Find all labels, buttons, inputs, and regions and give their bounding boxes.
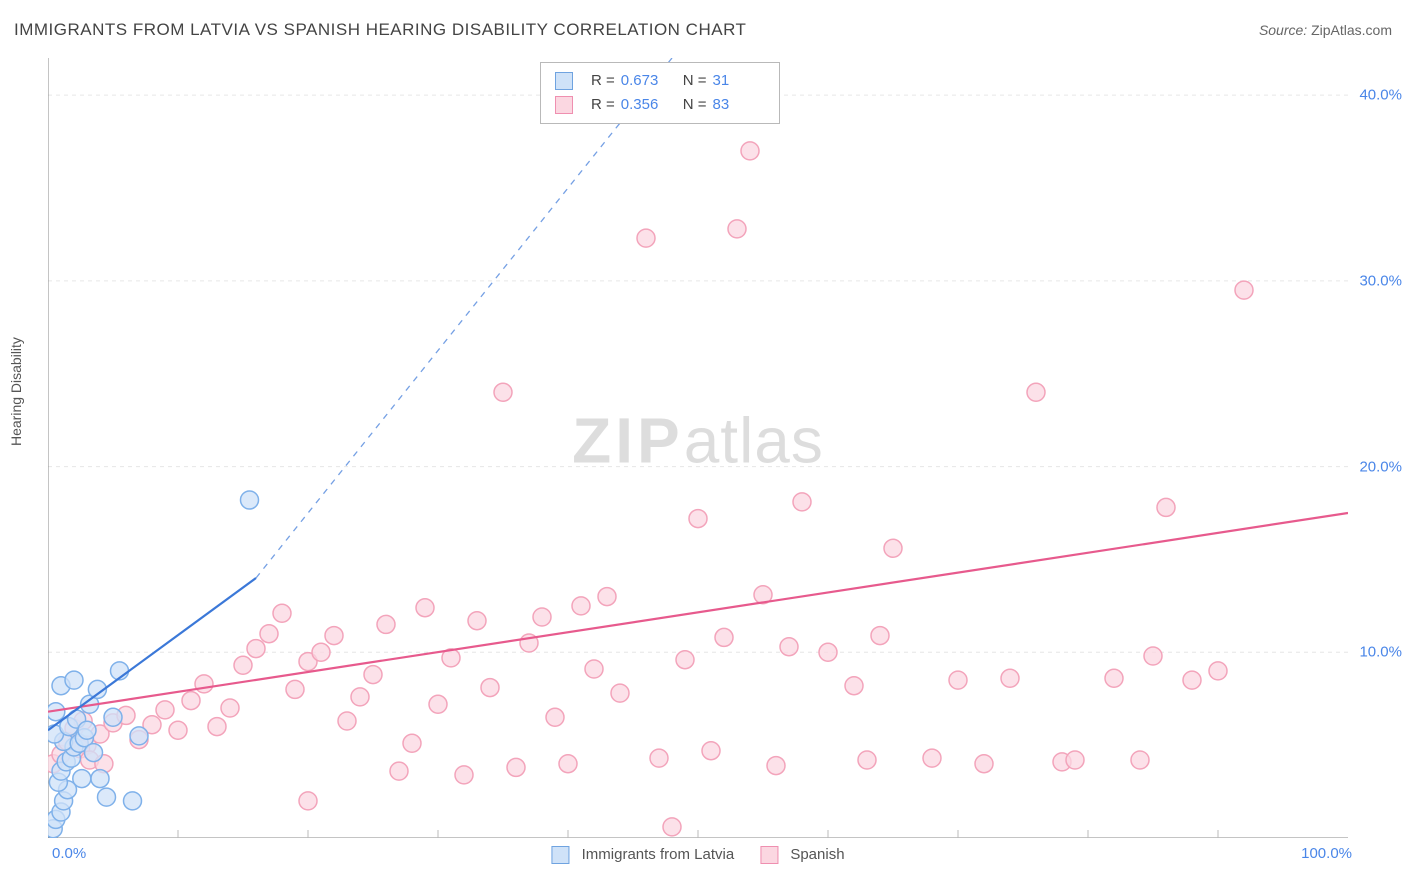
x-tick-min: 0.0% bbox=[52, 845, 86, 862]
series-legend-item-latvia: Immigrants from Latvia bbox=[551, 846, 734, 864]
legend-swatch-spanish bbox=[555, 96, 573, 114]
r-value-spanish: 0.356 bbox=[621, 93, 673, 117]
series-label-latvia: Immigrants from Latvia bbox=[582, 846, 735, 863]
n-value-spanish: 83 bbox=[713, 93, 765, 117]
source-label: Source: bbox=[1259, 22, 1307, 38]
series-legend-item-spanish: Spanish bbox=[760, 846, 844, 864]
series-swatch-latvia bbox=[551, 846, 569, 864]
y-tick-label: 40.0% bbox=[1359, 87, 1402, 104]
r-label: R = bbox=[591, 69, 615, 93]
y-tick-label: 20.0% bbox=[1359, 458, 1402, 475]
r-label: R = bbox=[591, 93, 615, 117]
y-tick-label: 30.0% bbox=[1359, 272, 1402, 289]
y-tick-label: 10.0% bbox=[1359, 644, 1402, 661]
correlation-legend: R = 0.673 N = 31 R = 0.356 N = 83 bbox=[540, 62, 780, 124]
source-value: ZipAtlas.com bbox=[1311, 22, 1392, 38]
series-label-spanish: Spanish bbox=[790, 846, 844, 863]
legend-swatch-latvia bbox=[555, 72, 573, 90]
chart-container: IMMIGRANTS FROM LATVIA VS SPANISH HEARIN… bbox=[0, 0, 1406, 892]
x-tick-max: 100.0% bbox=[1301, 845, 1352, 862]
source-credit: Source: ZipAtlas.com bbox=[1259, 22, 1392, 38]
legend-row-latvia: R = 0.673 N = 31 bbox=[555, 69, 765, 93]
plot-area: ZIPatlas R = 0.673 N = 31 R = 0.356 N = … bbox=[48, 58, 1348, 838]
n-value-latvia: 31 bbox=[713, 69, 765, 93]
series-swatch-spanish bbox=[760, 846, 778, 864]
series-legend: Immigrants from Latvia Spanish bbox=[551, 846, 844, 864]
r-value-latvia: 0.673 bbox=[621, 69, 673, 93]
n-label: N = bbox=[683, 93, 707, 117]
scatter-svg bbox=[48, 58, 1348, 838]
n-label: N = bbox=[683, 69, 707, 93]
legend-row-spanish: R = 0.356 N = 83 bbox=[555, 93, 765, 117]
y-axis-label: Hearing Disability bbox=[8, 337, 24, 446]
chart-title: IMMIGRANTS FROM LATVIA VS SPANISH HEARIN… bbox=[14, 20, 746, 40]
